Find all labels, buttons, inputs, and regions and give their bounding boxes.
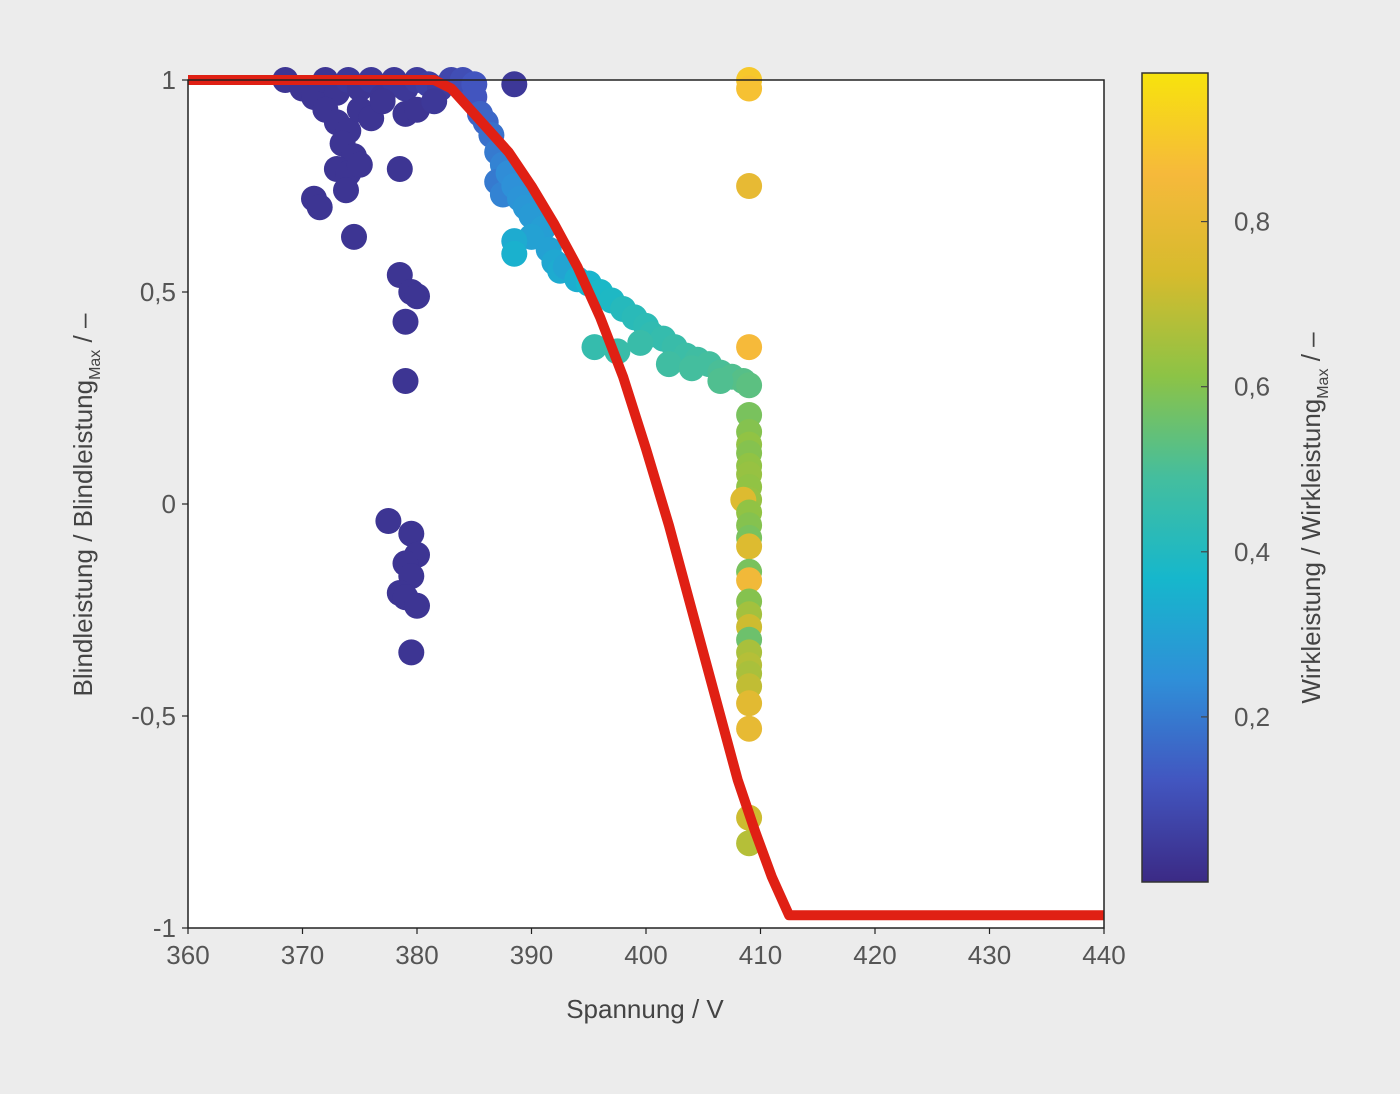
x-tick-label: 400 [624,940,667,970]
scatter-point [398,520,425,547]
scatter-point [404,283,430,310]
x-axis-title: Spannung / V [566,994,724,1024]
scatter-point [707,368,734,394]
scatter-point [736,173,763,199]
colorbar-tick-label: 0,6 [1234,372,1270,402]
scatter-point [736,334,763,361]
colorbar-ticks: 0,2 0,4 0,6 0,8 [1201,207,1270,732]
y-tick-label: -0,5 [131,701,176,731]
scatter-point [736,75,763,102]
scatter-point [398,639,425,666]
scatter-point [341,223,367,250]
scatter-point [333,177,359,204]
scatter-point [392,308,419,335]
scatter-point [392,368,419,394]
plot-area [188,80,1104,928]
scatter-point [404,592,430,619]
y-axis-title: Blindleistung / BlindleistungMax / – [68,313,104,696]
y-axis-ticks: 1 0,5 0 -0,5 -1 [131,65,188,943]
scatter-points [272,67,763,857]
colorbar-tick-label: 0,4 [1234,537,1270,567]
scatter-point [736,715,763,742]
scatter-point [346,151,373,178]
colorbar-tick-label: 0,2 [1234,702,1270,732]
colorbar-title: Wirkleistung / WirkleistungMax / – [1296,332,1332,704]
scatter-point [306,194,333,221]
y-tick-label: 1 [162,65,176,95]
colorbar-tick-label: 0,8 [1234,207,1270,237]
scatter-point [736,690,763,717]
x-tick-label: 410 [739,940,782,970]
colorbar [1141,72,1209,883]
scatter-point [655,351,682,378]
characteristic-curve [188,75,1104,921]
scatter-point [678,355,705,382]
y-tick-label: -1 [153,913,176,943]
x-tick-label: 390 [510,940,553,970]
x-tick-label: 440 [1082,940,1125,970]
y-tick-label: 0 [162,489,176,519]
scatter-point [581,334,608,361]
scatter-point [736,567,763,594]
scatter-point [369,88,396,115]
x-tick-label: 430 [968,940,1011,970]
scatter-point [375,508,402,534]
x-tick-label: 380 [395,940,438,970]
x-tick-label: 420 [853,940,896,970]
scatter-point [627,329,654,356]
scatter-point [501,71,528,98]
scatter-point [501,240,528,267]
scatter-point [386,156,413,182]
x-axis-ticks: 360 370 380 390 400 410 420 430 440 [166,928,1126,970]
y-tick-label: 0,5 [140,277,176,307]
scatter-point [421,88,448,115]
x-tick-label: 360 [166,940,209,970]
x-tick-label: 370 [281,940,324,970]
scatter-point [736,372,763,399]
scatter-point [736,533,763,560]
